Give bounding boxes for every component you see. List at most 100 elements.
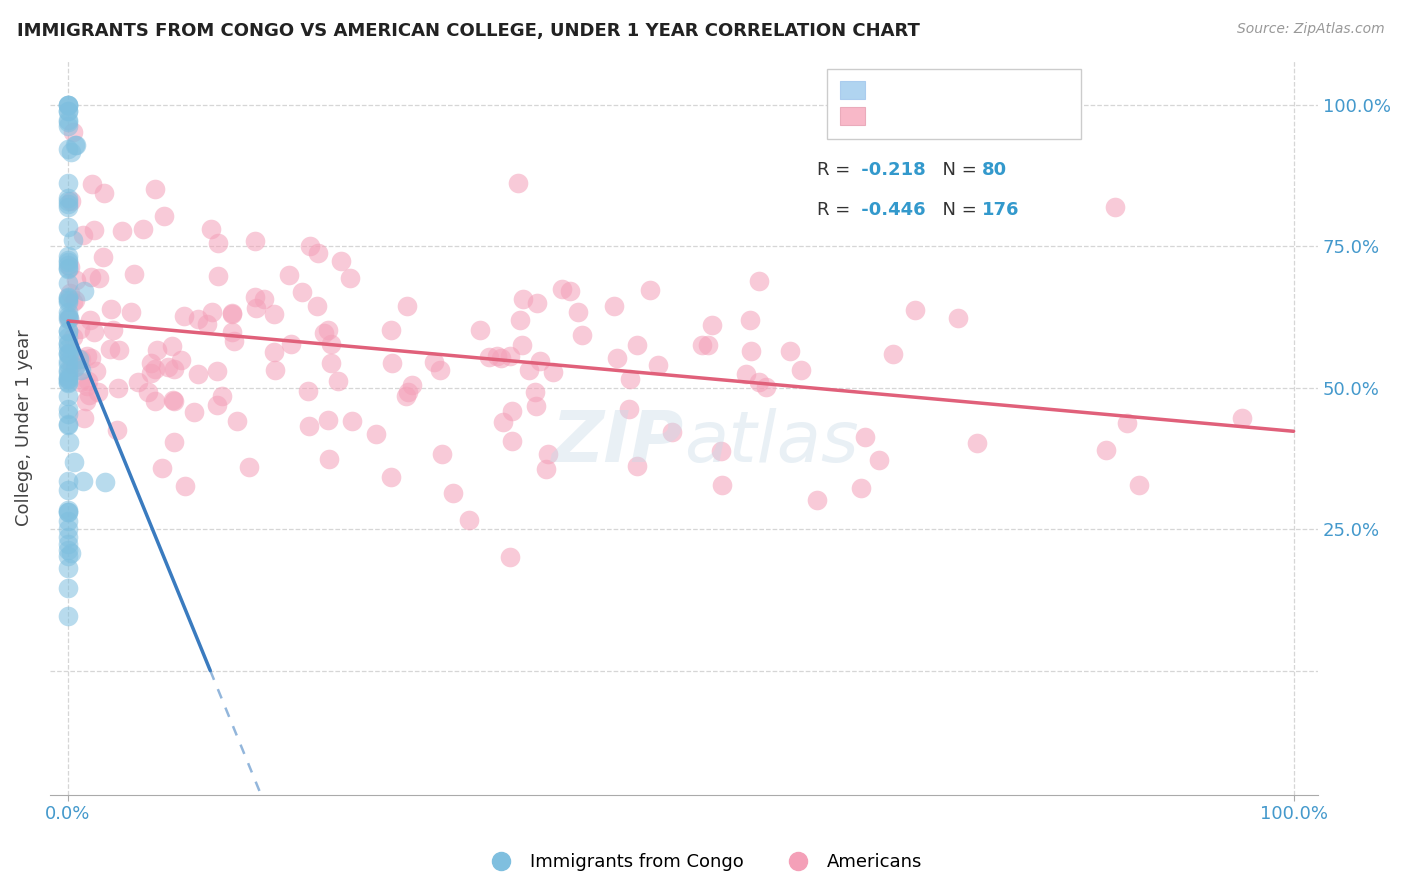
- Point: [76, 349, 98, 363]
- Point: [700, 318, 723, 332]
- Point: [430, 446, 453, 460]
- Point: [211, 389, 233, 403]
- Point: [187, 312, 209, 326]
- Point: [201, 305, 224, 319]
- Point: [62, 455, 84, 469]
- Point: [56, 417, 79, 431]
- Point: [238, 460, 260, 475]
- Point: [571, 328, 593, 343]
- Point: [263, 345, 285, 359]
- Point: [56, 98, 79, 112]
- Text: N =: N =: [931, 161, 983, 179]
- Point: [523, 384, 546, 399]
- Point: [297, 384, 319, 399]
- Point: [56, 474, 79, 488]
- Point: [56, 365, 79, 379]
- Point: [790, 363, 813, 377]
- Point: [56, 253, 79, 268]
- Point: [429, 363, 451, 377]
- Point: [252, 292, 274, 306]
- Point: [56, 103, 79, 118]
- Point: [619, 402, 641, 417]
- Point: [398, 384, 420, 399]
- Point: [56, 98, 79, 112]
- Point: [56, 255, 79, 269]
- Point: [143, 182, 166, 196]
- Point: [56, 115, 79, 129]
- Point: [534, 461, 557, 475]
- Point: [163, 434, 186, 449]
- Legend: R = -0.218   N = 80, R = -0.446   N = 176: R = -0.218 N = 80, R = -0.446 N = 176: [827, 69, 1081, 139]
- Point: [58, 348, 80, 362]
- Point: [849, 481, 872, 495]
- Point: [56, 502, 79, 516]
- Point: [401, 377, 423, 392]
- Point: [83, 325, 105, 339]
- Point: [498, 349, 520, 363]
- Point: [98, 342, 121, 356]
- Point: [127, 376, 149, 390]
- Point: [56, 277, 79, 291]
- Point: [56, 372, 79, 386]
- Point: [226, 414, 249, 428]
- Point: [105, 424, 128, 438]
- Point: [56, 514, 79, 528]
- Point: [626, 459, 648, 474]
- Point: [441, 486, 464, 500]
- Point: [101, 323, 124, 337]
- Point: [76, 394, 98, 409]
- Point: [326, 374, 349, 388]
- Point: [560, 284, 582, 298]
- Point: [245, 301, 267, 316]
- Point: [329, 253, 352, 268]
- Point: [299, 239, 322, 253]
- Point: [65, 138, 87, 153]
- Point: [58, 312, 80, 326]
- Point: [156, 359, 179, 374]
- Point: [603, 299, 626, 313]
- Point: [56, 335, 79, 350]
- Point: [56, 375, 79, 389]
- Point: [72, 227, 94, 242]
- Point: [647, 359, 669, 373]
- Point: [882, 346, 904, 360]
- Point: [63, 137, 86, 152]
- Point: [243, 234, 266, 248]
- Point: [56, 294, 79, 309]
- Point: [478, 350, 501, 364]
- Point: [710, 444, 733, 458]
- Point: [174, 479, 197, 493]
- Point: [661, 425, 683, 440]
- Point: [60, 357, 83, 371]
- Point: [195, 317, 218, 331]
- Point: [187, 367, 209, 381]
- Point: [541, 365, 564, 379]
- Point: [56, 291, 79, 305]
- Point: [162, 339, 184, 353]
- Point: [56, 119, 79, 133]
- Point: [316, 324, 339, 338]
- Point: [946, 310, 969, 325]
- Point: [526, 399, 548, 413]
- Text: R =: R =: [817, 202, 856, 219]
- Point: [63, 359, 86, 374]
- Point: [499, 549, 522, 564]
- Point: [517, 363, 540, 377]
- Point: [170, 352, 193, 367]
- Point: [56, 542, 79, 557]
- Point: [76, 374, 98, 388]
- Point: [339, 271, 361, 285]
- Point: [207, 364, 229, 378]
- Text: 176: 176: [981, 202, 1019, 219]
- Point: [626, 338, 648, 352]
- Point: [107, 343, 129, 358]
- Point: [263, 307, 285, 321]
- Point: [280, 336, 302, 351]
- Point: [1104, 200, 1126, 214]
- Point: [711, 478, 734, 492]
- Point: [94, 475, 117, 489]
- Point: [60, 194, 83, 208]
- Point: [1230, 410, 1253, 425]
- Point: [56, 219, 79, 234]
- Point: [93, 186, 115, 200]
